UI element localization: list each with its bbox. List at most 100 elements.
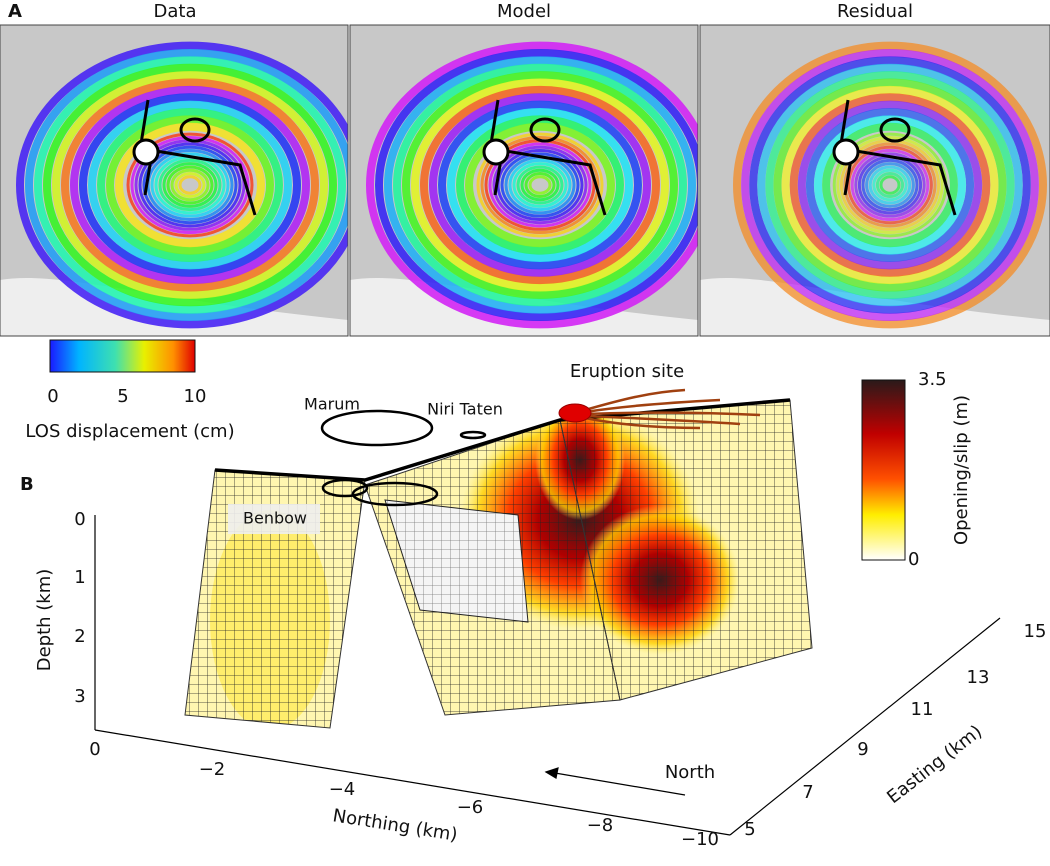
fringe: [872, 168, 908, 202]
fringe: [61, 78, 319, 292]
fringe: [822, 122, 958, 248]
axis-label: Depth (km): [34, 569, 55, 672]
fringe: [34, 56, 346, 314]
tick-label: −6: [457, 797, 484, 818]
tick-label: −4: [329, 779, 356, 800]
fringe: [162, 162, 218, 208]
fringe: [411, 78, 669, 292]
axis-label: Easting (km): [883, 721, 986, 808]
fringe: [875, 172, 905, 198]
axis-ticks: 0 1 2 3 0 −2 −4 −6 −8 −10 5 7 9 11 13 15: [74, 509, 1046, 850]
tick-label: 1: [74, 567, 85, 588]
panel-label: A: [8, 1, 22, 22]
caldera: [879, 117, 911, 143]
fringe: [524, 172, 556, 198]
fringe: [142, 145, 238, 225]
fringe: [402, 71, 678, 299]
annotation: Niri Taten: [427, 400, 503, 419]
fringe: [115, 122, 265, 248]
panel-frame: [699, 24, 1050, 337]
fringe: [16, 41, 348, 329]
annotation: Eruption site: [570, 361, 684, 382]
fringe: [500, 152, 580, 218]
fringe: [749, 56, 1031, 314]
fringe: [741, 48, 1039, 322]
annotation: Marum: [304, 395, 360, 414]
fringe: [476, 132, 604, 238]
fringe: [868, 165, 912, 205]
tick-label: −8: [587, 815, 614, 836]
panel-title: Model: [497, 1, 551, 22]
fringe: [865, 162, 915, 208]
caldera: [179, 117, 211, 143]
fault-planes: [184, 398, 813, 729]
slip-colorbar: [861, 379, 906, 561]
fringe: [438, 100, 642, 270]
axes: [94, 515, 1001, 836]
fringe: [854, 152, 926, 218]
tick-label: −2: [199, 759, 226, 780]
fringe: [393, 63, 687, 307]
fringe: [805, 108, 975, 262]
eruption-vent: [558, 403, 592, 423]
fringe: [447, 108, 633, 262]
fringe: [488, 142, 592, 228]
colorbar-label: Opening/slip (m): [951, 395, 972, 545]
colorbar-tick: 3.5: [918, 369, 947, 390]
fringe: [850, 149, 930, 221]
panel-frame: [0, 24, 349, 337]
tick-label: 7: [802, 782, 813, 803]
los-colorbar: [49, 339, 196, 373]
tick-label: 15: [1024, 621, 1047, 642]
fringe: [174, 172, 206, 198]
fringe: [773, 78, 1007, 292]
volcano-outlines: [320, 409, 487, 507]
fringe: [789, 93, 991, 277]
caldera: [529, 117, 561, 143]
fringe: [97, 108, 283, 262]
tick-label: 0: [74, 509, 85, 530]
fringe: [861, 158, 919, 212]
fringe: [733, 41, 1047, 329]
fringe: [429, 93, 651, 277]
annotation: North: [665, 762, 715, 783]
fringe: [465, 122, 615, 248]
fringe: [797, 100, 983, 270]
fringe: [843, 142, 937, 228]
fringe: [757, 63, 1023, 307]
tick-label: −10: [681, 829, 719, 850]
fringe: [138, 142, 242, 228]
fringe: [88, 100, 292, 270]
colorbar-tick: 0: [47, 386, 58, 407]
fringe: [384, 56, 696, 314]
annotation: Benbow: [243, 509, 307, 528]
fringe: [178, 175, 202, 195]
lava-flows: [584, 388, 761, 430]
fringe: [420, 85, 660, 285]
fringe: [847, 145, 933, 225]
axis-label: Northing (km): [331, 805, 459, 845]
fringe: [43, 63, 337, 307]
fringe: [375, 49, 698, 321]
interferogram: [0, 25, 348, 336]
tick-label: 5: [744, 819, 755, 840]
fringe: [508, 158, 572, 212]
caldera: [832, 138, 860, 166]
fringe: [25, 49, 348, 321]
tick-label: 13: [967, 667, 990, 688]
fringe: [516, 165, 564, 205]
interferogram: [350, 25, 698, 336]
interferogram-panels: [0, 24, 1050, 337]
tick-label: 2: [74, 626, 85, 647]
fringe: [126, 132, 254, 238]
panel-label: B: [20, 474, 34, 495]
caldera: [132, 138, 160, 166]
colorbar-tick: 5: [117, 386, 128, 407]
fringe: [52, 71, 328, 299]
tick-label: 3: [74, 686, 85, 707]
tick-label: 0: [89, 739, 100, 760]
fringe: [512, 162, 568, 208]
fringe: [520, 168, 560, 202]
fringe: [492, 145, 588, 225]
